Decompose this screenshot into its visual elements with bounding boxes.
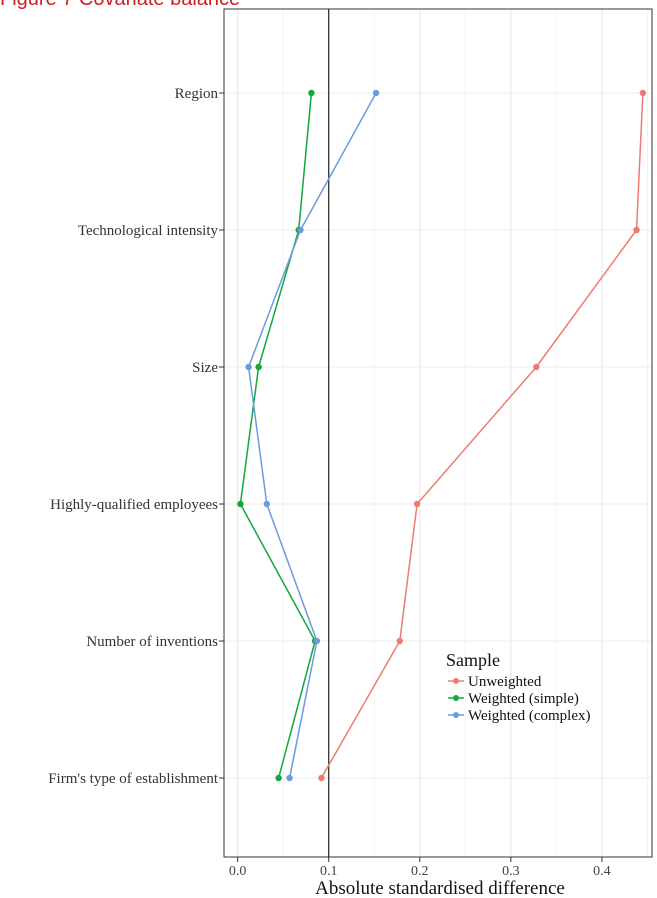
- data-point: [237, 500, 244, 508]
- data-point: [639, 89, 647, 97]
- x-tick-label: 0.2: [411, 864, 429, 879]
- category-label: Number of inventions: [86, 634, 218, 650]
- legend-key-point: [453, 712, 459, 718]
- category-label: Highly-qualified employees: [50, 497, 218, 513]
- series-line-0: [320, 92, 644, 779]
- category-axis: Region Technological intensity Size Highly-…: [48, 86, 224, 787]
- series-line-1: [239, 92, 316, 779]
- data-point: [396, 637, 403, 645]
- x-axis-title: Absolute standardised difference: [315, 878, 565, 898]
- data-point: [297, 226, 304, 234]
- plot-panel-border: [223, 8, 653, 858]
- data-point: [308, 89, 315, 97]
- series-line-2: [247, 92, 377, 779]
- data-point: [413, 500, 421, 508]
- x-tick-label: 0.3: [502, 864, 520, 879]
- category-label: Size: [192, 360, 218, 376]
- legend-label: Unweighted: [468, 674, 542, 690]
- data-point: [263, 500, 270, 508]
- x-tick-label: 0.0: [229, 864, 247, 879]
- data-point: [245, 363, 252, 371]
- data-point: [372, 89, 380, 97]
- legend-label: Weighted (simple): [468, 691, 579, 707]
- figure-title: Figure 7 Covariate balance: [0, 0, 240, 11]
- data-point: [313, 637, 321, 645]
- data-point: [633, 226, 640, 234]
- legend-label: Weighted (complex): [468, 708, 591, 724]
- data-point: [286, 774, 293, 782]
- x-tick-label: 0.1: [320, 864, 338, 879]
- data-point: [533, 363, 540, 371]
- series-layer: [237, 89, 647, 782]
- legend-key-point: [453, 695, 459, 701]
- legend-title: Sample: [446, 650, 500, 670]
- data-point: [255, 363, 262, 371]
- category-label: Technological intensity: [78, 223, 219, 239]
- category-label: Firm's type of establishment: [48, 771, 219, 787]
- x-tick-label: 0.4: [593, 864, 611, 879]
- data-point: [275, 774, 282, 782]
- grid-layer: [224, 9, 652, 857]
- category-label: Region: [175, 86, 219, 102]
- data-point: [318, 774, 325, 782]
- x-axis: 0.0 0.1 0.2 0.3 0.4: [229, 857, 611, 879]
- legend-key-point: [453, 678, 459, 684]
